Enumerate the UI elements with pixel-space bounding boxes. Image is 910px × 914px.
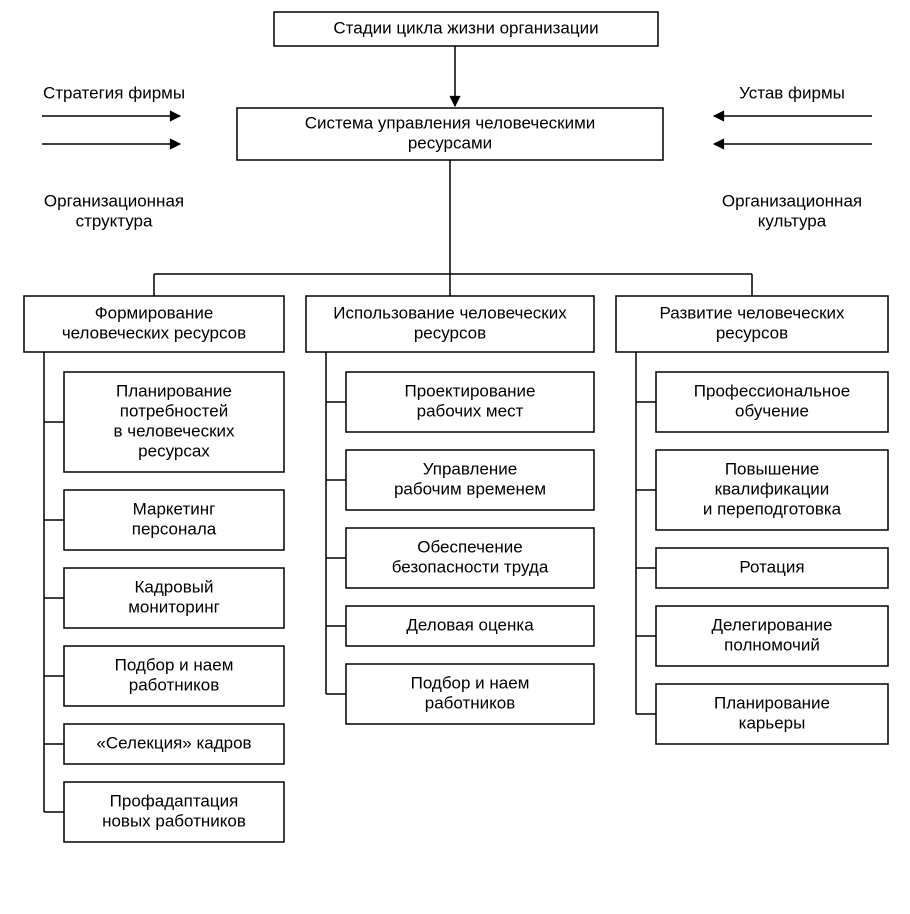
svg-text:Делегирование: Делегирование [711,615,832,634]
svg-text:Организационная: Организационная [44,191,184,210]
svg-text:персонала: персонала [132,519,217,538]
svg-text:Планирование: Планирование [116,381,232,400]
label-org-culture: Организационнаякультура [722,191,862,230]
svg-text:ресурсами: ресурсами [408,133,492,152]
svg-text:и переподготовка: и переподготовка [703,499,842,518]
box-formation-item-3-label: Подбор и наемработников [115,655,234,694]
svg-text:Повышение: Повышение [725,459,819,478]
svg-text:в человеческих: в человеческих [113,421,235,440]
svg-text:Подбор и наем: Подбор и наем [115,655,234,674]
svg-text:Использование человеческих: Использование человеческих [333,303,567,322]
svg-text:Кадровый: Кадровый [135,577,214,596]
label-org-structure: Организационнаяструктура [44,191,184,230]
svg-text:Профессиональное: Профессиональное [694,381,850,400]
box-formation-item-1-label: Маркетингперсонала [132,499,217,538]
svg-text:карьеры: карьеры [739,713,806,732]
box-lifecycle-stages-label: Стадии цикла жизни организации [333,18,598,37]
svg-text:Ротация: Ротация [739,557,804,576]
svg-text:мониторинг: мониторинг [128,597,220,616]
svg-text:Устав фирмы: Устав фирмы [739,83,845,102]
svg-text:Формирование: Формирование [95,303,214,322]
svg-text:культура: культура [758,211,827,230]
svg-text:структура: структура [76,211,153,230]
box-formation-item-5-label: Профадаптацияновых работников [102,791,246,830]
svg-text:ресурсов: ресурсов [414,323,486,342]
svg-text:рабочих мест: рабочих мест [417,401,524,420]
svg-text:Стадии цикла жизни организации: Стадии цикла жизни организации [333,18,598,37]
svg-text:Маркетинг: Маркетинг [133,499,216,518]
svg-text:полномочий: полномочий [724,635,820,654]
svg-text:Проектирование: Проектирование [404,381,535,400]
svg-text:Подбор и наем: Подбор и наем [411,673,530,692]
svg-text:безопасности труда: безопасности труда [392,557,549,576]
svg-text:ресурсах: ресурсах [138,441,210,460]
box-usage-item-0-label: Проектированиерабочих мест [404,381,535,420]
box-development-item-3-label: Делегированиеполномочий [711,615,832,654]
label-strategy: Стратегия фирмы [43,83,185,102]
svg-text:Система управления человечески: Система управления человеческими [305,113,596,132]
svg-text:Управление: Управление [423,459,518,478]
svg-text:Деловая оценка: Деловая оценка [406,615,534,634]
svg-text:работников: работников [425,693,516,712]
svg-text:Обеспечение: Обеспечение [417,537,522,556]
box-development-item-2-label: Ротация [739,557,804,576]
svg-text:работников: работников [129,675,220,694]
svg-text:«Селекция» кадров: «Селекция» кадров [96,733,251,752]
svg-text:Организационная: Организационная [722,191,862,210]
svg-text:человеческих ресурсов: человеческих ресурсов [62,323,246,342]
box-formation-item-4-label: «Селекция» кадров [96,733,251,752]
svg-text:обучение: обучение [735,401,809,420]
svg-text:новых работников: новых работников [102,811,246,830]
svg-text:Стратегия фирмы: Стратегия фирмы [43,83,185,102]
svg-text:ресурсов: ресурсов [716,323,788,342]
box-usage-item-4-label: Подбор и наемработников [411,673,530,712]
label-charter: Устав фирмы [739,83,845,102]
box-usage-item-3-label: Деловая оценка [406,615,534,634]
svg-text:рабочим временем: рабочим временем [394,479,546,498]
svg-text:Профадаптация: Профадаптация [110,791,239,810]
svg-text:Планирование: Планирование [714,693,830,712]
svg-text:квалификации: квалификации [715,479,830,498]
svg-text:Развитие человеческих: Развитие человеческих [659,303,845,322]
box-formation-item-2-label: Кадровыймониторинг [128,577,220,616]
svg-text:потребностей: потребностей [120,401,228,420]
